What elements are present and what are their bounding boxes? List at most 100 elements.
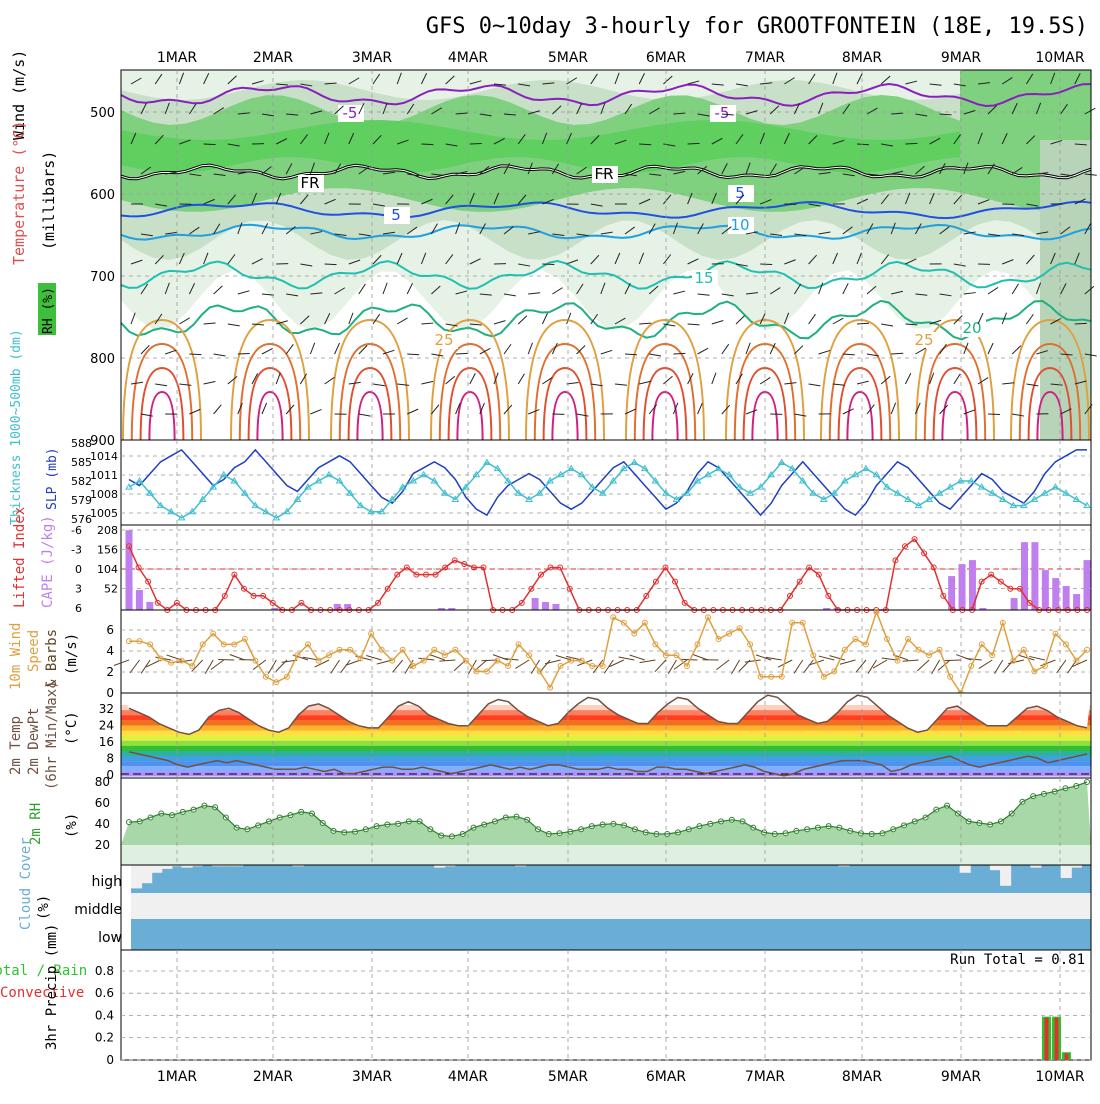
cloud-level-label: high	[91, 874, 122, 890]
wind-barb	[673, 353, 685, 354]
cape-bar	[136, 590, 143, 610]
high-cloud-cell	[960, 865, 971, 873]
li-tick-label: 6	[75, 602, 82, 615]
lifted-index-axis-label: Lifted Index	[12, 507, 28, 608]
temp-color-band	[121, 736, 1091, 741]
bottom-date-label: 3MAR	[352, 1069, 393, 1085]
top-date-label: 10MAR	[1035, 50, 1084, 66]
wind-barb-surface	[745, 660, 761, 662]
precip-frame	[121, 950, 1091, 1060]
wind-unit: (m/s)	[64, 633, 80, 675]
cape-bar	[1042, 570, 1049, 610]
wind-barb-surface	[130, 660, 139, 673]
wind-barb-surface	[604, 660, 613, 673]
temp-tick-label: 8	[106, 752, 114, 766]
wind-barb-surface	[693, 655, 708, 660]
cape-bar	[1011, 598, 1018, 610]
slp-axis-label: SLP (mb)	[45, 447, 60, 510]
temp-tick-label: 24	[99, 719, 114, 733]
thickness-tick-label: 585	[71, 456, 92, 469]
wind-barb-surface	[141, 660, 150, 673]
cape-bar	[542, 602, 549, 610]
cape-bar	[126, 530, 133, 610]
temp-tick-label: 32	[99, 702, 114, 716]
wind-label-a: 10m Wind	[8, 623, 24, 690]
bottom-date-label: 10MAR	[1035, 1069, 1084, 1085]
li-tick-label: -6	[71, 524, 82, 537]
high-cloud-cell	[1061, 865, 1072, 878]
middle-cloud-band	[131, 893, 1091, 917]
precip-conv-bar	[1045, 1018, 1049, 1060]
top-date-label: 6MAR	[646, 50, 687, 66]
precip-conv-bar	[1055, 1018, 1059, 1060]
upper-legend-temp: Temperature (°C)	[10, 121, 28, 266]
contour-label: 5	[391, 206, 401, 224]
contour-label: -5	[343, 104, 358, 122]
wind-barb-surface	[716, 660, 729, 670]
contour-label: 25	[434, 331, 453, 349]
precip-conv-bar	[1065, 1053, 1069, 1060]
wind-label-c: & Barbs	[44, 629, 60, 688]
bottom-date-label: 1MAR	[157, 1069, 198, 1085]
wind-barb-surface	[341, 660, 351, 673]
top-date-label: 4MAR	[448, 50, 489, 66]
bottom-date-label: 2MAR	[253, 1069, 294, 1085]
wind-barb-surface	[315, 660, 329, 667]
top-date-label: 5MAR	[548, 50, 589, 66]
contour-label: FR	[300, 174, 319, 192]
precip-tick-label: 0.4	[95, 1008, 114, 1022]
chart-title: GFS 0~10day 3-hourly for GROOTFONTEIN (1…	[426, 14, 1088, 39]
temp-label-c: (6hr Min/Max)	[44, 680, 60, 790]
wind-barb-surface	[439, 660, 455, 661]
li-tick-label: 0	[75, 563, 82, 576]
bottom-date-label: 7MAR	[745, 1069, 786, 1085]
rh-shade-right2	[1040, 140, 1091, 440]
wind-barb	[905, 143, 917, 144]
high-cloud-cell	[141, 865, 152, 883]
cape-bar	[344, 604, 351, 610]
rh-area	[121, 782, 1091, 845]
cape-tick-label: 208	[97, 524, 118, 537]
upper-y-axis-label: (millibars)	[40, 151, 58, 250]
contour-label: 10	[730, 216, 749, 234]
wind-barb-surface	[856, 660, 866, 672]
bottom-date-label: 6MAR	[646, 1069, 687, 1085]
cape-tick-label: 104	[97, 563, 118, 576]
pressure-tick-label: 700	[90, 270, 115, 285]
wind-barb-surface	[945, 660, 961, 661]
high-cloud-cell	[151, 865, 162, 873]
thickness-axis-label: Thickness 1000~500mb (dm)	[9, 329, 24, 525]
rh-tick-label: 40	[95, 817, 110, 831]
slp-tick-label: 1008	[90, 488, 118, 501]
wind-tick-label: 6	[106, 623, 114, 637]
wind-barb	[421, 144, 433, 145]
high-cloud-cell	[161, 865, 172, 869]
li-tick-label: 3	[75, 583, 82, 596]
top-date-label: 8MAR	[842, 50, 883, 66]
li-tick-label: -3	[71, 544, 82, 557]
cloud-level-label: low	[98, 930, 122, 946]
wind-barb-surface	[840, 660, 855, 664]
temp-unit: (°C)	[64, 711, 80, 745]
cape-bar	[552, 604, 559, 610]
wind-tick-label: 0	[106, 686, 114, 700]
wind-barb	[325, 264, 337, 265]
bottom-date-label: 5MAR	[548, 1069, 589, 1085]
temp-label-b: 2m DewPt	[26, 708, 42, 775]
run-total: Run Total = 0.81	[950, 952, 1085, 968]
rh-unit: (%)	[64, 813, 80, 838]
pressure-tick-label: 500	[90, 106, 115, 121]
top-date-label: 3MAR	[352, 50, 393, 66]
cape-bar	[532, 598, 539, 610]
thickness-tick-label: 579	[71, 494, 92, 507]
wind-barb-surface	[331, 660, 340, 673]
wind-barb-surface	[804, 660, 814, 673]
